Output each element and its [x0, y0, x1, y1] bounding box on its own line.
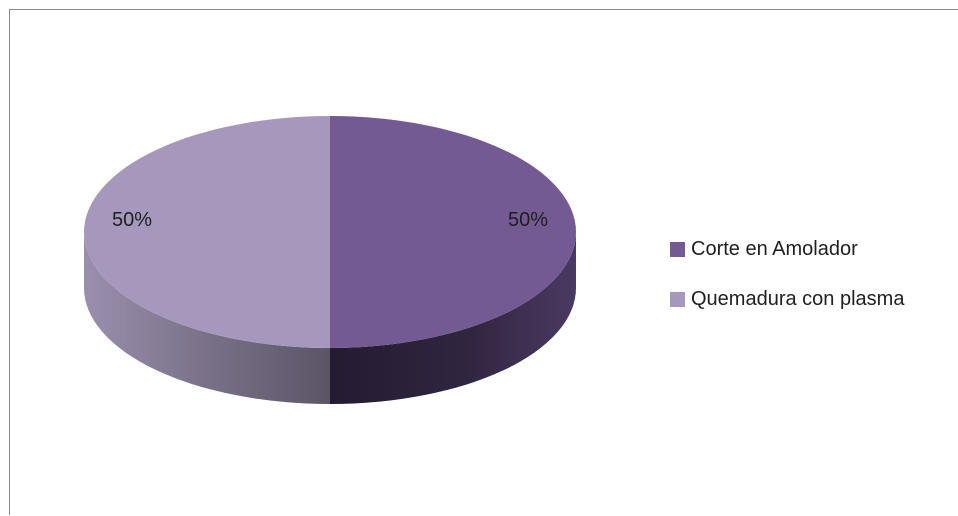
- legend-label: Corte en Amolador: [691, 237, 858, 260]
- pie-slice-side: [330, 232, 576, 404]
- legend-swatch: [670, 241, 685, 257]
- legend-item-quemadura-con-plasma: Quemadura con plasma: [670, 286, 904, 312]
- chart-area: 50% 50% Corte en Amolador Quemadura con p…: [9, 9, 958, 515]
- legend-label: Quemadura con plasma: [691, 287, 905, 310]
- pie-slice-label: 50%: [508, 209, 548, 231]
- pie-slice: [330, 116, 576, 348]
- pie-chart: 50% 50%: [84, 116, 576, 404]
- pie-slice-label: 50%: [112, 209, 152, 231]
- legend-swatch: [670, 291, 685, 307]
- legend: Corte en Amolador Quemadura con plasma: [670, 236, 904, 336]
- legend-item-corte-en-amolador: Corte en Amolador: [670, 236, 904, 262]
- pie-slice: [84, 116, 330, 348]
- pie-slice-side: [84, 232, 330, 404]
